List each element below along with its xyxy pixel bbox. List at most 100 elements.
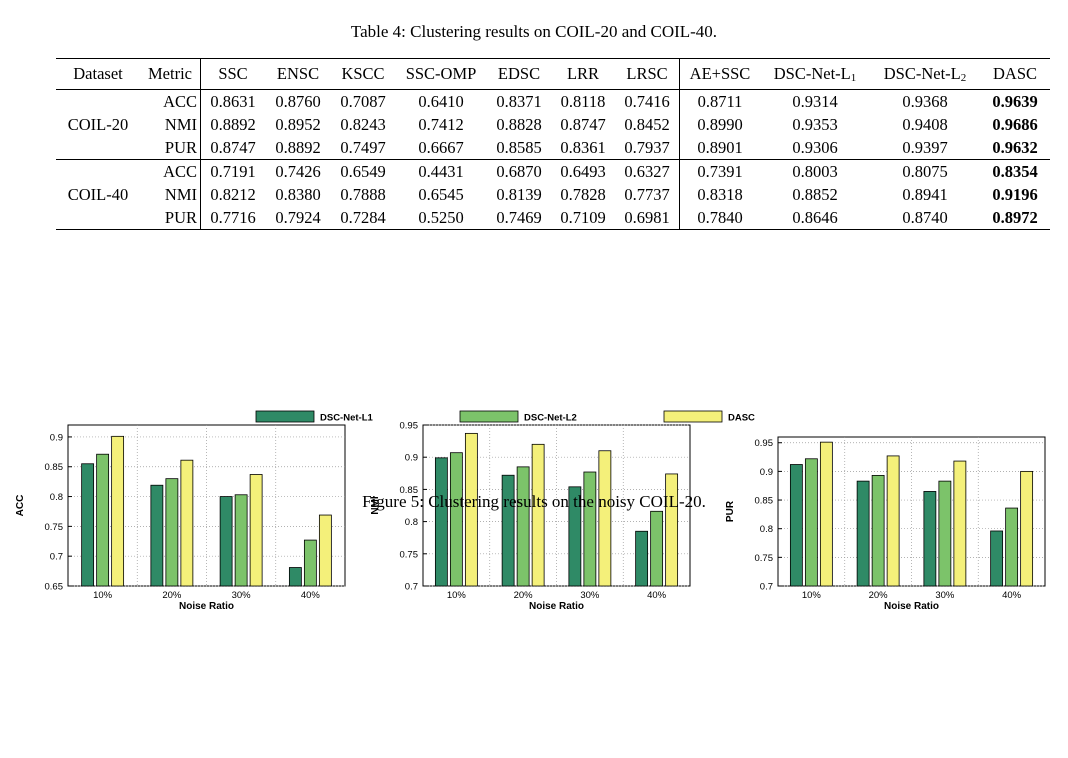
header-cell: KSCC — [331, 58, 395, 90]
bar-dasc — [1020, 470, 1034, 587]
y-tick-label: 0.8 — [760, 524, 773, 535]
x-tick-label: 10% — [802, 590, 822, 601]
header-cell: Metric — [140, 58, 201, 90]
x-axis-label: Noise Ratio — [884, 601, 939, 612]
table-row: PUR 0.7716 0.7924 0.7284 0.5250 0.7469 0.7109 0… — [56, 206, 1050, 230]
value-cell: 0.9368 — [870, 89, 980, 113]
value-cell: 0.7737 — [624, 184, 670, 204]
y-tick-label: 0.65 — [45, 582, 64, 593]
value-cell: 0.9686 — [992, 114, 1038, 134]
x-tick-label: 30% — [232, 590, 252, 601]
dataset-cell — [56, 206, 140, 230]
header-cell: LRSC — [615, 58, 680, 90]
value-cell: 0.8941 — [902, 184, 948, 204]
value-cell: 0.8952 — [275, 114, 321, 134]
value-cell: 0.5250 — [395, 206, 487, 230]
bar-dsc-net-l2 — [96, 453, 110, 587]
bar-dasc — [598, 450, 612, 587]
value-cell: 0.9306 — [792, 137, 838, 157]
bar-dsc-net-l2 — [583, 471, 597, 587]
value-cell: 0.8631 — [200, 89, 265, 113]
table-row: ACC 0.7191 0.7426 0.6549 0.4431 0.6870 0.6493 0… — [56, 159, 1050, 183]
x-tick-label: 40% — [647, 590, 667, 601]
metric-cell: ACC — [140, 89, 201, 113]
value-cell: 0.8972 — [980, 206, 1050, 230]
value-cell: 0.8075 — [870, 159, 980, 183]
value-cell: 0.8380 — [275, 184, 321, 204]
metric-cell: NMI — [164, 114, 197, 134]
x-axis-label: Noise Ratio — [529, 601, 584, 612]
value-cell: 0.7087 — [331, 89, 395, 113]
value-cell: 0.9397 — [902, 137, 948, 157]
header-label: KSCC — [341, 64, 385, 83]
header-cell: ENSC — [265, 58, 331, 90]
value-cell: 0.8646 — [760, 206, 870, 230]
table-caption: Table 4: Clustering results on COIL-20 a… — [350, 22, 718, 41]
value-cell: 0.7888 — [340, 184, 386, 204]
bar-dasc — [665, 473, 679, 587]
bar-dsc-net-l2 — [516, 466, 530, 587]
bar-dasc — [819, 441, 833, 587]
value-cell: 0.6870 — [487, 159, 551, 183]
header-cell: SSC — [200, 58, 265, 90]
y-tick-label: 0.95 — [755, 438, 774, 449]
value-cell: 0.7412 — [418, 114, 464, 134]
value-cell: 0.8354 — [980, 159, 1050, 183]
header-label: SSC — [218, 64, 248, 83]
header-cell: DSC-Net-L1 — [760, 58, 870, 90]
dataset-cell: COIL-40 — [67, 184, 129, 204]
y-tick-label: 0.8 — [50, 492, 63, 503]
value-cell: 0.7469 — [487, 206, 551, 230]
value-cell: 0.8452 — [624, 114, 670, 134]
y-tick-label: 0.9 — [50, 432, 63, 443]
value-cell: 0.8711 — [679, 89, 760, 113]
dataset-cell — [56, 136, 140, 160]
metric-cell: PUR — [140, 206, 201, 230]
y-axis-label: NMI — [370, 496, 381, 515]
legend-label: DSC-Net-L1 — [320, 413, 373, 424]
y-tick-label: 0.95 — [400, 421, 419, 432]
value-cell: 0.8243 — [340, 114, 386, 134]
value-cell: 0.6493 — [551, 159, 615, 183]
value-cell: 0.8585 — [496, 137, 542, 157]
figure-caption: Figure 5: Clustering results on the nois… — [362, 492, 706, 511]
value-cell: 0.9196 — [992, 184, 1038, 204]
value-cell: 0.7426 — [265, 159, 331, 183]
dataset-cell — [56, 159, 140, 183]
y-tick-label: 0.75 — [45, 522, 64, 533]
header-cell: DSC-Net-L2 — [870, 58, 980, 90]
header-label: DSC-Net-L — [883, 64, 961, 83]
y-axis-label: PUR — [725, 500, 736, 522]
header-label: ENSC — [276, 64, 320, 83]
value-cell: 0.6545 — [418, 184, 464, 204]
header-cell: SSC-OMP — [395, 58, 487, 90]
x-tick-label: 30% — [935, 590, 955, 601]
value-cell: 0.6549 — [331, 159, 395, 183]
value-cell: 0.9408 — [902, 114, 948, 134]
value-cell: 0.8747 — [560, 114, 606, 134]
bar-dsc-net-l2 — [303, 539, 317, 587]
value-cell: 0.9632 — [992, 137, 1038, 157]
bar-dsc-net-l1 — [990, 530, 1004, 587]
value-cell: 0.8892 — [275, 137, 321, 157]
value-cell: 0.8828 — [496, 114, 542, 134]
value-cell: 0.7391 — [679, 159, 760, 183]
header-label: DSC-Net-L — [773, 64, 851, 83]
x-tick-label: 10% — [93, 590, 113, 601]
value-cell: 0.7716 — [200, 206, 265, 230]
y-tick-label: 0.75 — [755, 553, 774, 564]
bar-dsc-net-l2 — [449, 452, 463, 587]
header-label: LRSC — [626, 64, 668, 83]
value-cell: 0.8747 — [200, 136, 265, 160]
legend-swatch — [663, 410, 723, 423]
value-cell: 0.6981 — [615, 206, 680, 230]
y-tick-label: 0.8 — [405, 517, 418, 528]
figure-5: 0.65 0.7 0.75 0.8 0.85 0.9 10% 20% 30% 40% Noise R… — [15, 410, 1046, 612]
value-cell: 0.8118 — [551, 89, 615, 113]
metric-cell: ACC — [140, 159, 201, 183]
header-cell: Dataset — [56, 58, 140, 90]
x-tick-label: 20% — [869, 590, 889, 601]
value-cell: 0.7924 — [265, 206, 331, 230]
header-label: Dataset — [73, 64, 123, 83]
value-cell: 0.9314 — [760, 89, 870, 113]
